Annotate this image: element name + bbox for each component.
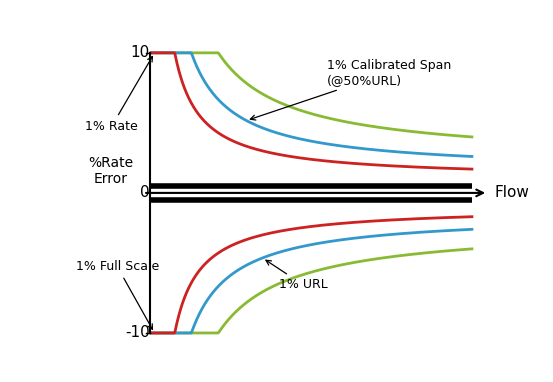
Text: %Rate
Error: %Rate Error: [88, 156, 134, 186]
Text: -10: -10: [125, 325, 150, 340]
Text: 1% URL: 1% URL: [266, 260, 327, 291]
Text: 0: 0: [140, 185, 150, 201]
Text: 1% Calibrated Span
(@50%URL): 1% Calibrated Span (@50%URL): [251, 59, 451, 120]
Text: Flow: Flow: [494, 185, 529, 201]
Text: 10: 10: [131, 45, 150, 60]
Text: 1% Full Scale: 1% Full Scale: [76, 260, 159, 329]
Text: 1% Rate: 1% Rate: [85, 57, 153, 133]
